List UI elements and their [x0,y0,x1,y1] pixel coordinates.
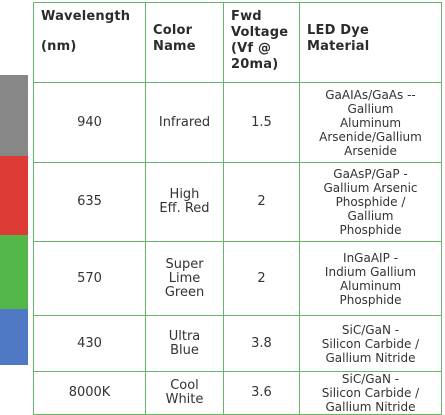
wavelength-cell: 635 [33,162,146,242]
dye-material-cell: SiC/GaN - Silicon Carbide / Gallium Nitr… [299,371,442,415]
color-name-cell: Infrared [145,82,224,163]
color-name-cell: High Eff. Red [145,162,224,242]
wavelength-cell: 8000K [33,371,146,415]
wavelength-cell: 430 [33,315,146,372]
infrared-color-swatch [0,75,28,156]
wavelength-cell: 940 [33,82,146,163]
voltage-cell: 3.6 [223,371,300,415]
dye-material-cell: GaAsP/GaP - Gallium Arsenic Phosphide / … [299,162,442,242]
wavelength-header: Wavelength (nm) [33,2,146,83]
voltage-cell: 2 [223,162,300,242]
wavelength-header-label: Wavelength [41,9,131,24]
dye-material-header: LED Dye Material [299,2,442,83]
color-name-cell: Super Lime Green [145,241,224,316]
fwd-voltage-header: Fwd Voltage (Vf @ 20ma) [223,2,300,83]
green-color-swatch [0,235,28,309]
fwd-voltage-header-label: Fwd Voltage (Vf @ 20ma) [231,9,289,72]
voltage-cell: 1.5 [223,82,300,163]
dye-material-header-label: LED Dye Material [307,23,370,54]
wavelength-header-unit: (nm) [41,39,77,54]
dye-material-cell: SiC/GaN - Silicon Carbide / Gallium Nitr… [299,315,442,372]
table-row: 570 Super Lime Green 2 InGaAIP - Indium … [33,241,442,316]
voltage-cell: 3.8 [223,315,300,372]
table-row: 940 Infrared 1.5 GaAIAs/GaAs -- Gallium … [33,82,442,163]
color-name-cell: Cool White [145,371,224,415]
dye-material-cell: GaAIAs/GaAs -- Gallium Aluminum Arsenide… [299,82,442,163]
table-header-row: Wavelength (nm) Color Name Fwd Voltage (… [33,2,442,83]
led-spec-table: Wavelength (nm) Color Name Fwd Voltage (… [33,2,442,415]
color-name-cell: Ultra Blue [145,315,224,372]
table-row: 8000K Cool White 3.6 SiC/GaN - Silicon C… [33,371,442,415]
voltage-cell: 2 [223,241,300,316]
led-spec-sheet: Wavelength (nm) Color Name Fwd Voltage (… [28,0,444,415]
color-name-header-label: Color Name [153,23,196,54]
table-row: 635 High Eff. Red 2 GaAsP/GaP - Gallium … [33,162,442,242]
blue-color-swatch [0,309,28,365]
wavelength-cell: 570 [33,241,146,316]
dye-material-cell: InGaAIP - Indium Gallium Aluminum Phosph… [299,241,442,316]
table-row: 430 Ultra Blue 3.8 SiC/GaN - Silicon Car… [33,315,442,372]
red-color-swatch [0,156,28,235]
color-name-header: Color Name [145,2,224,83]
